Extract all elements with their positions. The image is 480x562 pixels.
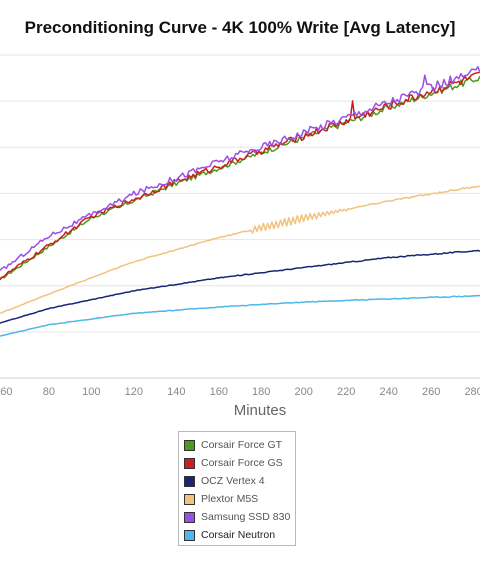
legend: Corsair Force GT Corsair Force GS OCZ Vert… <box>178 431 296 546</box>
tick-layer: 60 80 100 120 140 160 180 200 220 240 260 280 <box>0 386 480 398</box>
x-tick-label: 100 <box>82 386 100 398</box>
series-layer <box>0 66 480 337</box>
legend-label: Corsair Neutron <box>201 529 276 541</box>
legend-item: Corsair Force GT <box>184 436 295 454</box>
grid-layer <box>0 54 480 379</box>
legend-label: Corsair Force GT <box>201 439 283 451</box>
legend-item: Corsair Force GS <box>184 454 295 472</box>
legend-swatch <box>184 493 195 505</box>
legend-item: OCZ Vertex 4 <box>184 472 295 490</box>
series-line-ocz-vertex-4 <box>0 249 480 324</box>
legend-label: Samsung SSD 830 <box>201 511 291 523</box>
series-line-corsair-force-gt <box>0 75 480 280</box>
legend-label: Plextor M5S <box>201 493 259 505</box>
x-tick-label: 240 <box>379 386 397 398</box>
x-tick-label: 180 <box>252 386 270 398</box>
x-tick-label: 140 <box>167 386 185 398</box>
series-line-plextor-m5s <box>0 185 480 315</box>
x-tick-label: 60 <box>0 386 12 398</box>
chart-title: Preconditioning Curve - 4K 100% Write [A… <box>24 18 456 37</box>
legend-item: Samsung SSD 830 <box>184 508 295 526</box>
x-tick-label: 220 <box>337 386 355 398</box>
series-line-corsair-neutron <box>0 294 480 337</box>
x-tick-label: 160 <box>210 386 228 398</box>
legend-label: OCZ Vertex 4 <box>201 475 265 487</box>
legend-label: Corsair Force GS <box>201 457 283 469</box>
series-line-samsung-ssd-830 <box>0 66 480 271</box>
legend-item: Corsair Neutron <box>184 526 295 544</box>
legend-swatch <box>184 511 195 523</box>
legend-swatch <box>184 475 195 487</box>
legend-item: Plextor M5S <box>184 490 295 508</box>
x-tick-label: 120 <box>125 386 143 398</box>
x-tick-label: 200 <box>295 386 313 398</box>
x-tick-label: 260 <box>422 386 440 398</box>
x-axis-label: Minutes <box>233 402 287 419</box>
series-line-corsair-force-gs <box>0 71 480 281</box>
x-tick-label: 280 <box>464 386 480 398</box>
legend-swatch <box>184 457 195 469</box>
legend-swatch <box>184 529 195 541</box>
legend-swatch <box>184 439 195 451</box>
x-tick-label: 80 <box>43 386 55 398</box>
